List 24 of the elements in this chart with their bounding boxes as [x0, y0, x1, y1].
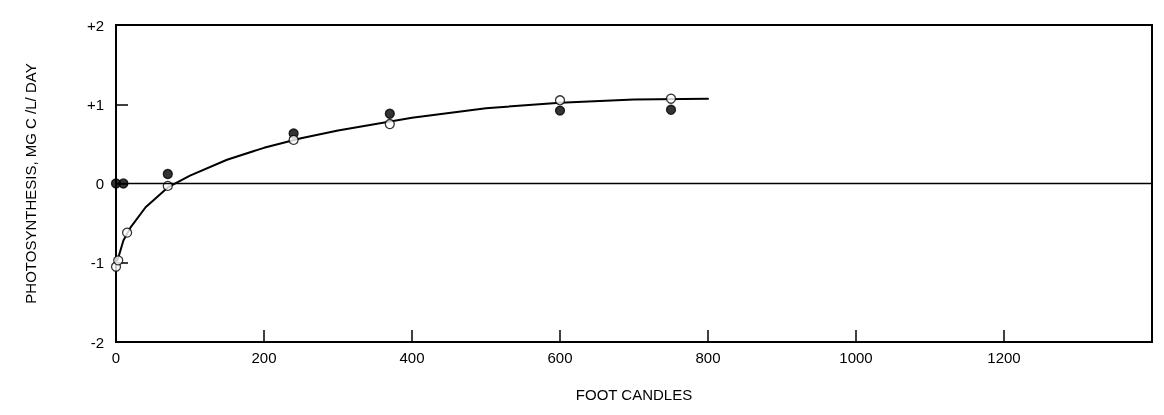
point	[554, 105, 566, 116]
x-tick-label: 600	[547, 349, 573, 366]
y-tick-label: +2	[86, 16, 104, 34]
x-tick-label: 1200	[987, 349, 1021, 366]
x-tick-label: 0	[111, 349, 121, 366]
point	[162, 168, 173, 180]
x-tick-label: 1000	[839, 349, 873, 366]
point	[384, 118, 395, 130]
point	[665, 104, 677, 115]
y-tick-label: -1	[90, 254, 104, 272]
point	[384, 108, 395, 119]
point	[288, 134, 299, 146]
y-tick-label: 0	[95, 175, 104, 192]
point	[113, 255, 124, 266]
point	[121, 227, 133, 238]
y-tick-label: -2	[90, 333, 104, 351]
x-tick-label: 800	[695, 349, 721, 366]
point	[665, 93, 677, 104]
y-axis-title: PHOTOSYNTHESIS, MG C /L/ DAY	[22, 63, 39, 304]
x-tick-label: 200	[251, 349, 277, 366]
point	[554, 95, 566, 106]
y-tick-label: +1	[86, 95, 104, 113]
x-tick-label: 400	[399, 349, 425, 366]
x-axis-title: FOOT CANDLES	[575, 386, 693, 403]
